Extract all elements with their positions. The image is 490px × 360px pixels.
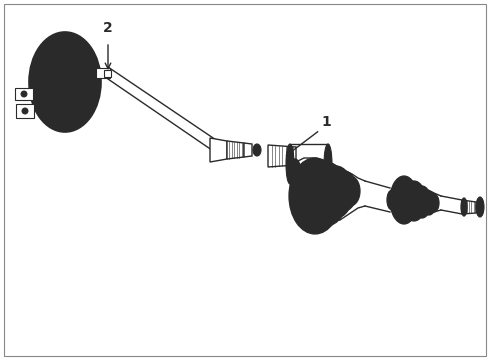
Ellipse shape	[29, 32, 101, 132]
Ellipse shape	[37, 42, 93, 122]
Ellipse shape	[304, 162, 348, 226]
Ellipse shape	[387, 190, 397, 210]
Bar	[96, 68, 110, 78]
Ellipse shape	[45, 52, 85, 112]
Polygon shape	[210, 138, 227, 162]
Ellipse shape	[476, 197, 484, 217]
Polygon shape	[290, 144, 328, 184]
Bar	[104, 70, 111, 77]
Polygon shape	[268, 145, 296, 167]
Text: 2: 2	[103, 21, 113, 35]
Ellipse shape	[289, 158, 341, 234]
Polygon shape	[244, 143, 252, 157]
Text: 1: 1	[321, 115, 331, 129]
Ellipse shape	[319, 166, 353, 218]
Ellipse shape	[402, 181, 426, 221]
Polygon shape	[227, 141, 244, 159]
Ellipse shape	[461, 198, 467, 216]
Polygon shape	[462, 200, 476, 214]
Ellipse shape	[55, 67, 75, 97]
Ellipse shape	[286, 144, 294, 184]
Ellipse shape	[289, 159, 301, 187]
Bar	[16, 104, 34, 118]
Ellipse shape	[422, 191, 436, 215]
Ellipse shape	[413, 186, 431, 218]
Ellipse shape	[331, 171, 357, 211]
Ellipse shape	[324, 144, 332, 184]
Ellipse shape	[22, 108, 28, 114]
Ellipse shape	[253, 144, 261, 156]
Bar	[15, 88, 33, 100]
Ellipse shape	[429, 194, 439, 212]
Ellipse shape	[340, 176, 360, 206]
Ellipse shape	[21, 91, 27, 97]
Ellipse shape	[390, 176, 418, 224]
